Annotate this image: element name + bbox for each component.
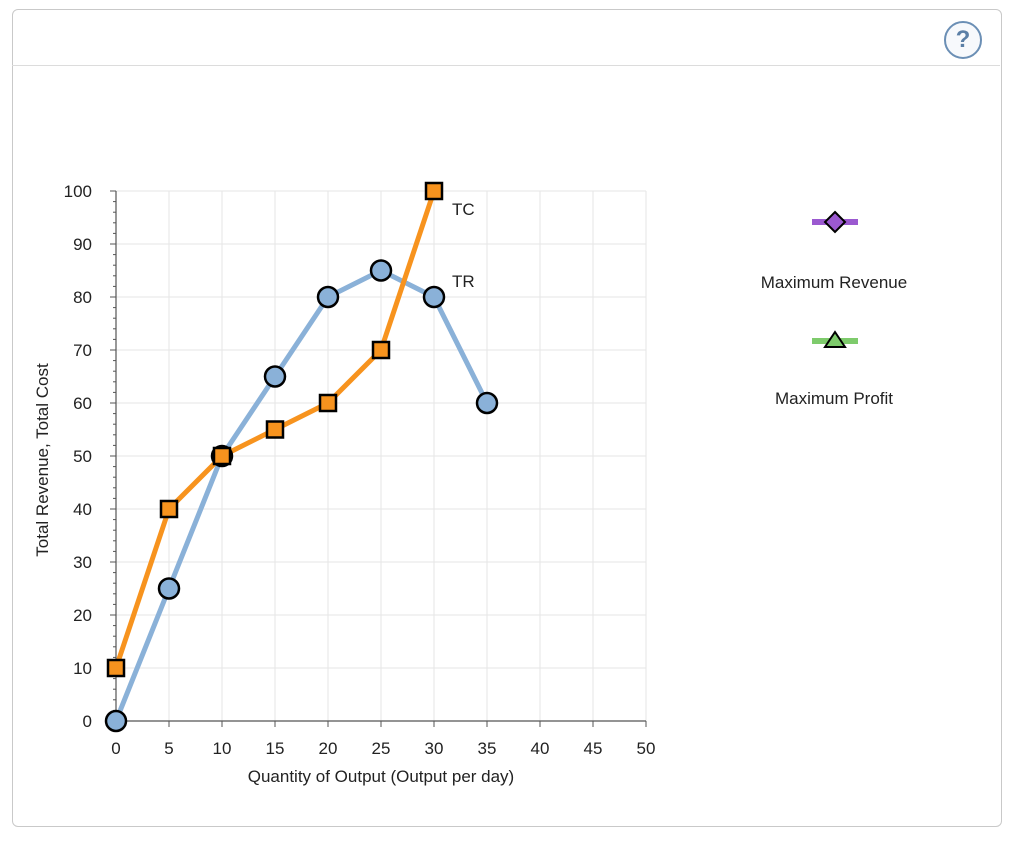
x-tick-label: 0: [111, 739, 120, 758]
tc-point: [371, 340, 391, 360]
y-tick-label: 50: [73, 447, 92, 466]
tr-point: [157, 577, 181, 600]
panel-divider: [12, 65, 1000, 66]
y-tick-label: 10: [73, 659, 92, 678]
y-tick-label: 20: [73, 606, 92, 625]
grid: [116, 190, 647, 721]
tc-series-label: TC: [452, 200, 475, 219]
tc-point: [265, 420, 285, 439]
y-tick-label: 80: [73, 288, 92, 307]
max-profit-label: Maximum Profit: [774, 389, 894, 408]
tr-point: [263, 365, 287, 388]
tc-point: [318, 393, 338, 413]
y-tick-label: 30: [73, 553, 92, 572]
tr-point: [316, 285, 340, 309]
graph-panel: [12, 9, 1002, 827]
x-tick-label: 15: [266, 739, 285, 758]
tc-point: [159, 499, 179, 519]
tr-point: [369, 259, 393, 282]
diamond-icon: [823, 210, 847, 234]
tc-point: [212, 446, 232, 466]
x-tick-label: 5: [164, 739, 173, 758]
x-tick-label: 40: [531, 739, 550, 758]
y-tick-label: 40: [73, 500, 92, 519]
tc-point: [424, 181, 444, 201]
y-tick-label: 100: [64, 182, 92, 201]
tc-point: [106, 658, 126, 678]
max-profit-tool[interactable]: [812, 330, 858, 348]
tr-point: [422, 285, 446, 309]
x-tick-label: 30: [425, 739, 444, 758]
max-revenue-tool[interactable]: [812, 210, 858, 234]
help-icon[interactable]: ?: [944, 21, 982, 59]
x-tick-label: 35: [478, 739, 497, 758]
tr-point: [475, 391, 499, 415]
x-tick-label: 50: [637, 739, 656, 758]
series-layer: TC TR: [104, 181, 499, 733]
x-tick-label: 10: [213, 739, 232, 758]
x-axis-label: Quantity of Output (Output per day): [248, 767, 514, 786]
series-line-tr: [113, 268, 490, 722]
y-axis-label: Total Revenue, Total Cost: [33, 363, 52, 557]
x-tick-label: 25: [372, 739, 391, 758]
tick-labels: 0 10 20 30 40 50 60 70 80 90 100 0 5 10 15 20 25 30 35 40 45…: [64, 182, 656, 758]
y-tick-label: 60: [73, 394, 92, 413]
tr-series-label: TR: [452, 272, 475, 291]
max-revenue-label: Maximum Revenue: [760, 273, 908, 292]
triangle-icon: [823, 330, 847, 348]
x-tick-label: 45: [584, 739, 603, 758]
y-tick-label: 70: [73, 341, 92, 360]
tr-point: [104, 709, 128, 733]
x-tick-label: 20: [319, 739, 338, 758]
y-tick-label: 0: [83, 712, 92, 731]
y-tick-label: 90: [73, 235, 92, 254]
